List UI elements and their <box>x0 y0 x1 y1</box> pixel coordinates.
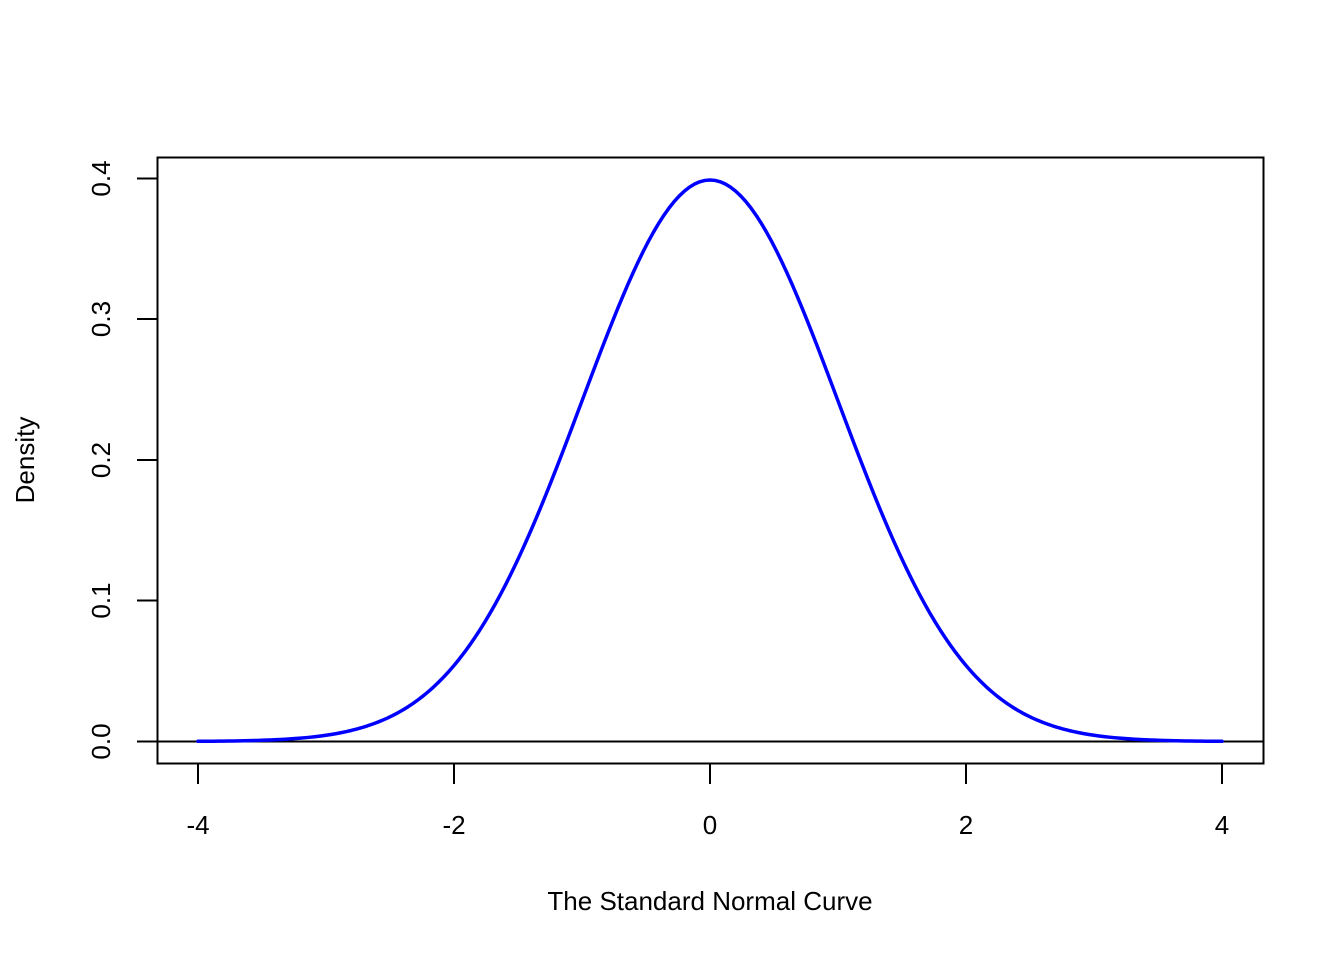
normal-density-curve <box>196 178 1224 744</box>
y-tick-label: 0.4 <box>86 160 116 196</box>
y-tick-label: 0.2 <box>86 442 116 478</box>
y-tick-labels: 0.0 0.1 0.2 0.3 0.4 <box>86 160 116 759</box>
plot-frame <box>156 156 1265 765</box>
x-tick-label: -4 <box>186 810 209 840</box>
y-tick-label: 0.1 <box>86 582 116 618</box>
x-tick-label: 0 <box>703 810 717 840</box>
x-tick-labels: -4 -2 0 2 4 <box>186 810 1229 840</box>
x-axis-title: The Standard Normal Curve <box>547 886 872 916</box>
x-tick-label: -2 <box>442 810 465 840</box>
y-tick-label: 0.0 <box>86 723 116 759</box>
x-tick-label: 2 <box>959 810 973 840</box>
y-axis-title: Density <box>10 417 40 504</box>
x-axis <box>197 763 1223 784</box>
y-axis <box>137 177 158 743</box>
x-tick-label: 4 <box>1215 810 1229 840</box>
y-tick-label: 0.3 <box>86 301 116 337</box>
